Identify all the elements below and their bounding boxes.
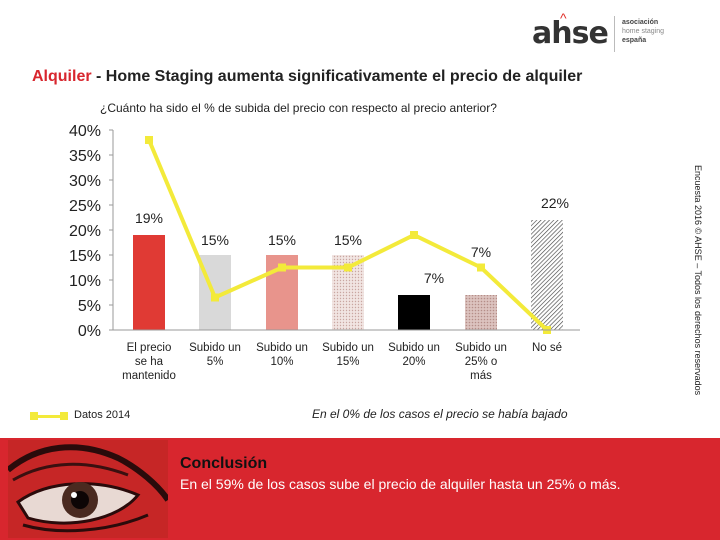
logo-divider xyxy=(614,16,615,52)
line-point xyxy=(211,293,219,302)
copyright-text: Encuesta 2016 © AHSE – Todos los derecho… xyxy=(693,165,703,396)
logo-text: asociación home staging españa xyxy=(622,18,702,45)
logo-mark: ahse xyxy=(532,16,609,51)
bars xyxy=(133,220,563,330)
bar-data-labels: 19% 15% 15% 15% 7% 7% 22% xyxy=(135,195,569,286)
chart-legend: Datos 2014 xyxy=(30,405,140,425)
conclusion-title: Conclusión xyxy=(180,455,268,472)
title-prefix: Alquiler xyxy=(32,68,92,85)
y-tick-label: 0% xyxy=(78,323,101,340)
legend-marker-left xyxy=(30,412,38,420)
logo-line-2: home staging xyxy=(622,28,665,35)
logo-roof-icon: ^ xyxy=(560,10,567,26)
x-tick-label: No sé xyxy=(532,342,562,354)
x-tick-label: Subido un 10% xyxy=(256,342,308,368)
bar-data-label: 7% xyxy=(424,270,444,286)
x-tick-label: Subido un 15% xyxy=(322,342,374,368)
y-tick-label: 20% xyxy=(69,223,101,240)
y-tick-label: 35% xyxy=(69,148,101,165)
legend-marker-right xyxy=(60,412,68,420)
chart-annotation: En el 0% de los casos el precio se había… xyxy=(312,407,568,421)
bar xyxy=(465,295,497,330)
line-point xyxy=(477,263,485,272)
y-tick-label: 10% xyxy=(69,273,101,290)
bar-data-label: 19% xyxy=(135,210,163,226)
y-tick-label: 30% xyxy=(69,173,101,190)
x-tick-label: Subido un 20% xyxy=(388,342,440,368)
bar-data-label: 15% xyxy=(268,232,296,248)
line-point xyxy=(344,263,352,272)
bar-data-label: 15% xyxy=(201,232,229,248)
copyright-note: Encuesta 2016 © AHSE – Todos los derecho… xyxy=(693,165,711,410)
chart-subtitle: ¿Cuánto ha sido el % de subida del preci… xyxy=(100,101,497,115)
bar-data-label: 7% xyxy=(471,244,491,260)
conclusion-text: En el 59% de los casos sube el precio de… xyxy=(180,476,621,492)
logo-line-3: españa xyxy=(622,37,647,44)
line-point xyxy=(278,263,286,272)
line-point xyxy=(145,136,153,144)
eye-icon xyxy=(8,440,168,538)
x-tick-label: Subido un 25% o más xyxy=(455,342,507,382)
logo-line-1: asociación xyxy=(622,19,659,26)
conclusion-banner: Conclusión En el 59% de los casos sube e… xyxy=(0,438,720,540)
legend-line-swatch xyxy=(30,415,68,418)
y-tick-labels: 0% 5% 10% 15% 20% 25% 30% 35% 40% xyxy=(69,123,113,340)
bar-chart: 0% 5% 10% 15% 20% 25% 30% 35% 40% 19% 15% 15% 15% 7%… xyxy=(69,123,580,382)
bar-data-label: 22% xyxy=(541,195,569,211)
y-tick-label: 5% xyxy=(78,298,101,315)
y-tick-label: 40% xyxy=(69,123,101,140)
y-tick-label: 15% xyxy=(69,248,101,265)
x-tick-labels: El precio se ha mantenido Subido un 5% Subido… xyxy=(122,342,562,382)
y-tick-label: 25% xyxy=(69,198,101,215)
bar xyxy=(398,295,430,330)
page-title: Alquiler - Home Staging aumenta signific… xyxy=(32,68,582,86)
legend-label: Datos 2014 xyxy=(74,409,131,421)
line-point xyxy=(410,231,418,239)
ahse-logo: ahse ^ asociación home staging españa xyxy=(532,10,712,54)
x-tick-label: Subido un 5% xyxy=(189,342,241,368)
x-tick-label: El precio se ha mantenido xyxy=(122,342,176,382)
bar-data-label: 15% xyxy=(334,232,362,248)
bar xyxy=(133,235,165,330)
title-rest: - Home Staging aumenta significativament… xyxy=(91,68,583,85)
bar xyxy=(531,220,563,330)
